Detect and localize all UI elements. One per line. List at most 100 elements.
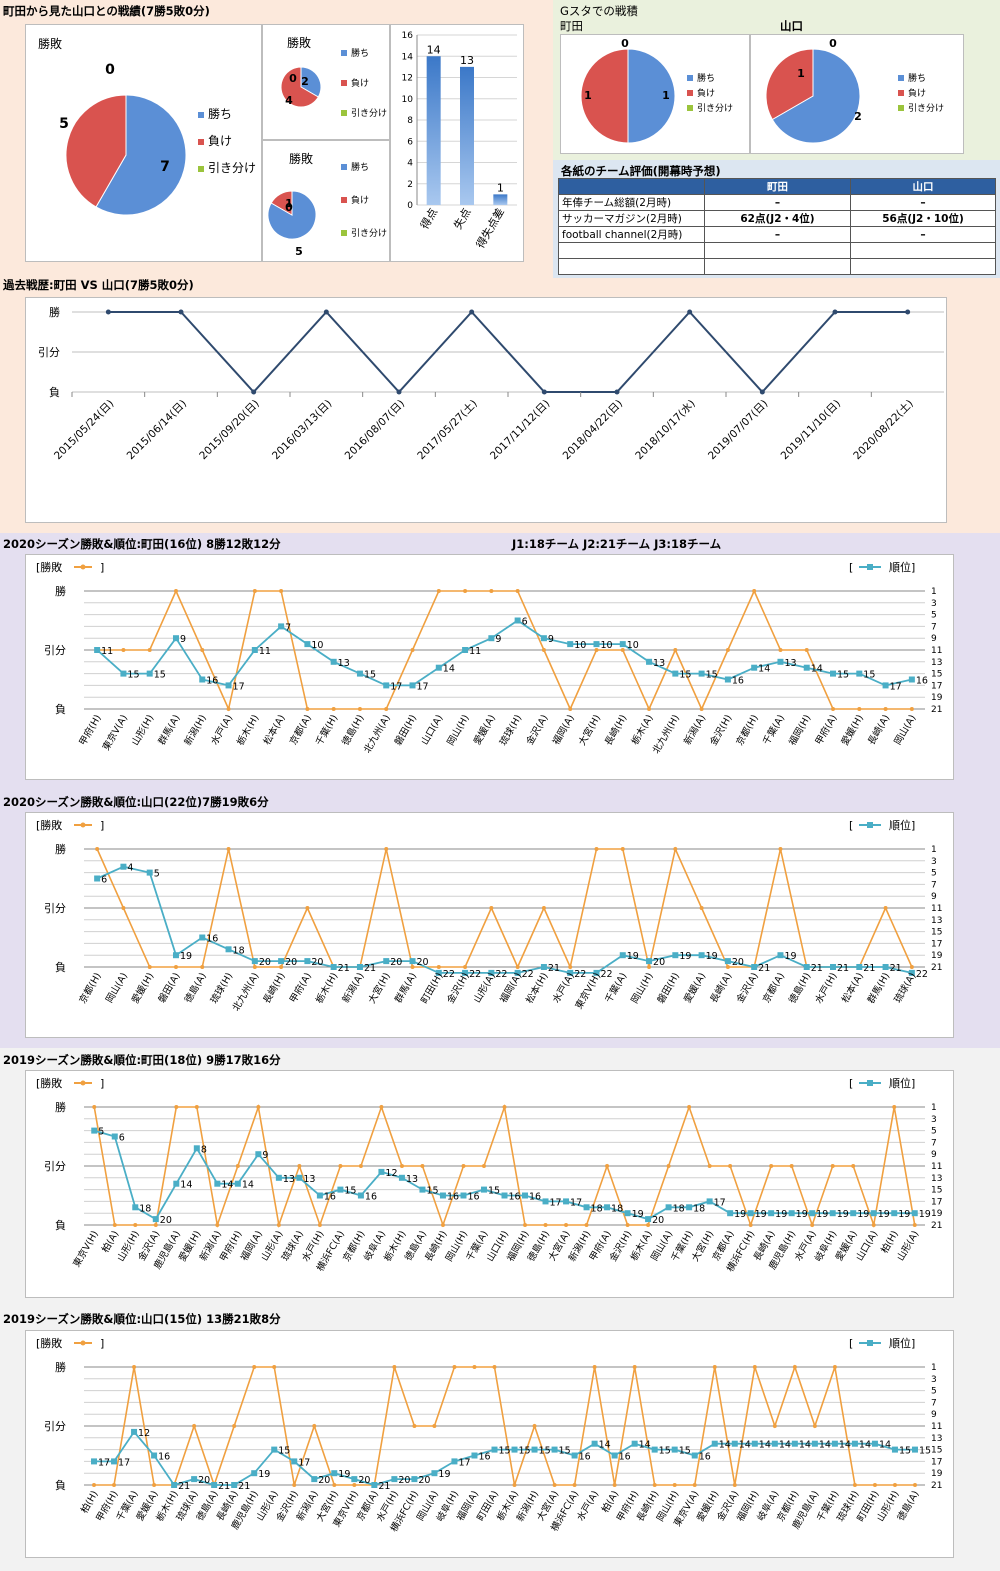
- y-tick-label: 12: [402, 74, 413, 84]
- x-tick-label: 琉球(H): [497, 713, 524, 748]
- wl-point: [732, 1483, 737, 1487]
- rank-data-label: 16: [509, 1192, 521, 1203]
- rank-data-label: 19: [755, 1209, 767, 1220]
- rank-data-label: 14: [443, 664, 455, 675]
- legend-label: 負け: [351, 194, 369, 206]
- rank-data-label: 18: [139, 1203, 151, 1214]
- rank-data-label: 15: [659, 1446, 671, 1457]
- x-tick-label: 新潟(A): [340, 971, 367, 1006]
- rank-data-label: 16: [447, 1192, 459, 1203]
- rank-data-label: 19: [338, 1469, 350, 1480]
- pie-slice: [270, 190, 293, 216]
- rank-point: [94, 647, 101, 653]
- wl-point: [832, 1365, 837, 1369]
- rank-line: [96, 619, 913, 687]
- wl-point: [502, 1105, 507, 1109]
- rank-data-label: 17: [458, 1457, 470, 1468]
- rank-point: [727, 1210, 734, 1217]
- rank-data-label: 17: [570, 1197, 582, 1208]
- rank-data-label: 19: [438, 1469, 450, 1480]
- wl-point: [226, 707, 231, 711]
- rank-point: [214, 1180, 221, 1187]
- season1-panel: [勝敗][順位] 1 3 5 7 9 11 13 15 17 19 21 勝引分負 11 15 15 9 16 17…: [25, 554, 954, 780]
- rank-tick-label: 13: [931, 916, 942, 926]
- rank-point: [856, 964, 863, 970]
- wl-line: [97, 589, 912, 712]
- rank-point: [152, 1216, 159, 1223]
- wl-point: [147, 965, 152, 969]
- rank-point: [751, 964, 758, 970]
- pie-value-label: 0: [289, 72, 297, 85]
- rank-point: [891, 1446, 898, 1453]
- wl-point: [256, 1105, 261, 1109]
- wl-point: [646, 1223, 651, 1227]
- rank-point: [172, 952, 179, 959]
- wl-point: [912, 1483, 917, 1487]
- rank-tick-label: 1: [931, 587, 937, 597]
- eval-label: football channel(2月時): [558, 226, 705, 243]
- legend-swatch: [341, 80, 347, 86]
- y-tick-label: 0: [407, 201, 413, 211]
- rank-data-label: 11: [469, 646, 481, 657]
- rank-point: [146, 869, 153, 876]
- x-tick-label: 失点: [451, 206, 473, 232]
- rank-data-label: 19: [919, 1209, 931, 1220]
- rank-data-label: 19: [837, 1209, 849, 1220]
- rank-data-label: 10: [311, 640, 323, 651]
- rank-data-label: 14: [859, 1440, 871, 1451]
- rank-point: [234, 1180, 241, 1187]
- wl-point: [200, 648, 205, 652]
- rank-tick-label: 17: [931, 1457, 942, 1467]
- rank-data-label: 19: [784, 951, 796, 962]
- y-tick-label: 16: [402, 31, 414, 41]
- rank-point: [191, 1476, 198, 1483]
- wl-point: [852, 1483, 857, 1487]
- rank-point: [751, 664, 758, 671]
- rank-point: [830, 670, 837, 677]
- rank-data-label: 22: [443, 969, 455, 980]
- wl-point: [331, 707, 336, 711]
- wl-point: [652, 1483, 657, 1487]
- rank-point: [193, 1145, 200, 1152]
- x-tick-label: 岡山(A): [892, 713, 918, 747]
- rank-point: [480, 1186, 487, 1193]
- rank-data-label: 12: [385, 1168, 397, 1179]
- wl-point: [384, 707, 389, 711]
- rank-data-label: 14: [739, 1440, 751, 1451]
- pie-slice: [267, 190, 317, 240]
- wl-point: [305, 707, 310, 711]
- x-tick-label: 岡山(H): [629, 971, 655, 1006]
- pie-value-label: 1: [797, 67, 805, 80]
- wl-point: [728, 1164, 733, 1168]
- legend-label: 引き分け: [697, 103, 733, 114]
- wl-point: [121, 648, 126, 652]
- rank-data-label: 10: [574, 640, 586, 651]
- rank-point: [91, 1127, 98, 1134]
- rank-point: [91, 1458, 98, 1465]
- rank-point: [908, 969, 915, 976]
- rank-tick-label: 15: [931, 928, 942, 938]
- rank-data-label: 20: [732, 957, 744, 968]
- rank-point: [724, 958, 731, 965]
- rank-tick-label: 17: [931, 939, 942, 949]
- legend-swatch: [198, 166, 204, 172]
- wl-point: [412, 1424, 417, 1428]
- gsta-yamaguchi-panel: 2 1 0 勝ち 負け 引き分け: [750, 34, 964, 154]
- wl-point: [133, 1223, 138, 1227]
- wl-point: [804, 648, 809, 652]
- wl-point: [647, 707, 652, 711]
- rank-data-label: 14: [819, 1440, 831, 1451]
- legend-swatch: [198, 112, 204, 118]
- eval-value-b: –: [850, 226, 996, 243]
- rank-legend-label: 順位]: [889, 560, 915, 574]
- wl-point: [568, 965, 573, 969]
- rank-tick-label: 19: [931, 951, 943, 961]
- x-tick-label: 栃木(A): [629, 713, 656, 748]
- eval-value-a: –: [704, 194, 851, 211]
- wl-legend-close: ]: [100, 561, 104, 574]
- x-tick-label: 東京V(A): [100, 713, 130, 753]
- rank-tick-label: 3: [931, 1115, 937, 1125]
- wl-point: [152, 1483, 157, 1487]
- rank-legend-open: [: [849, 1077, 853, 1090]
